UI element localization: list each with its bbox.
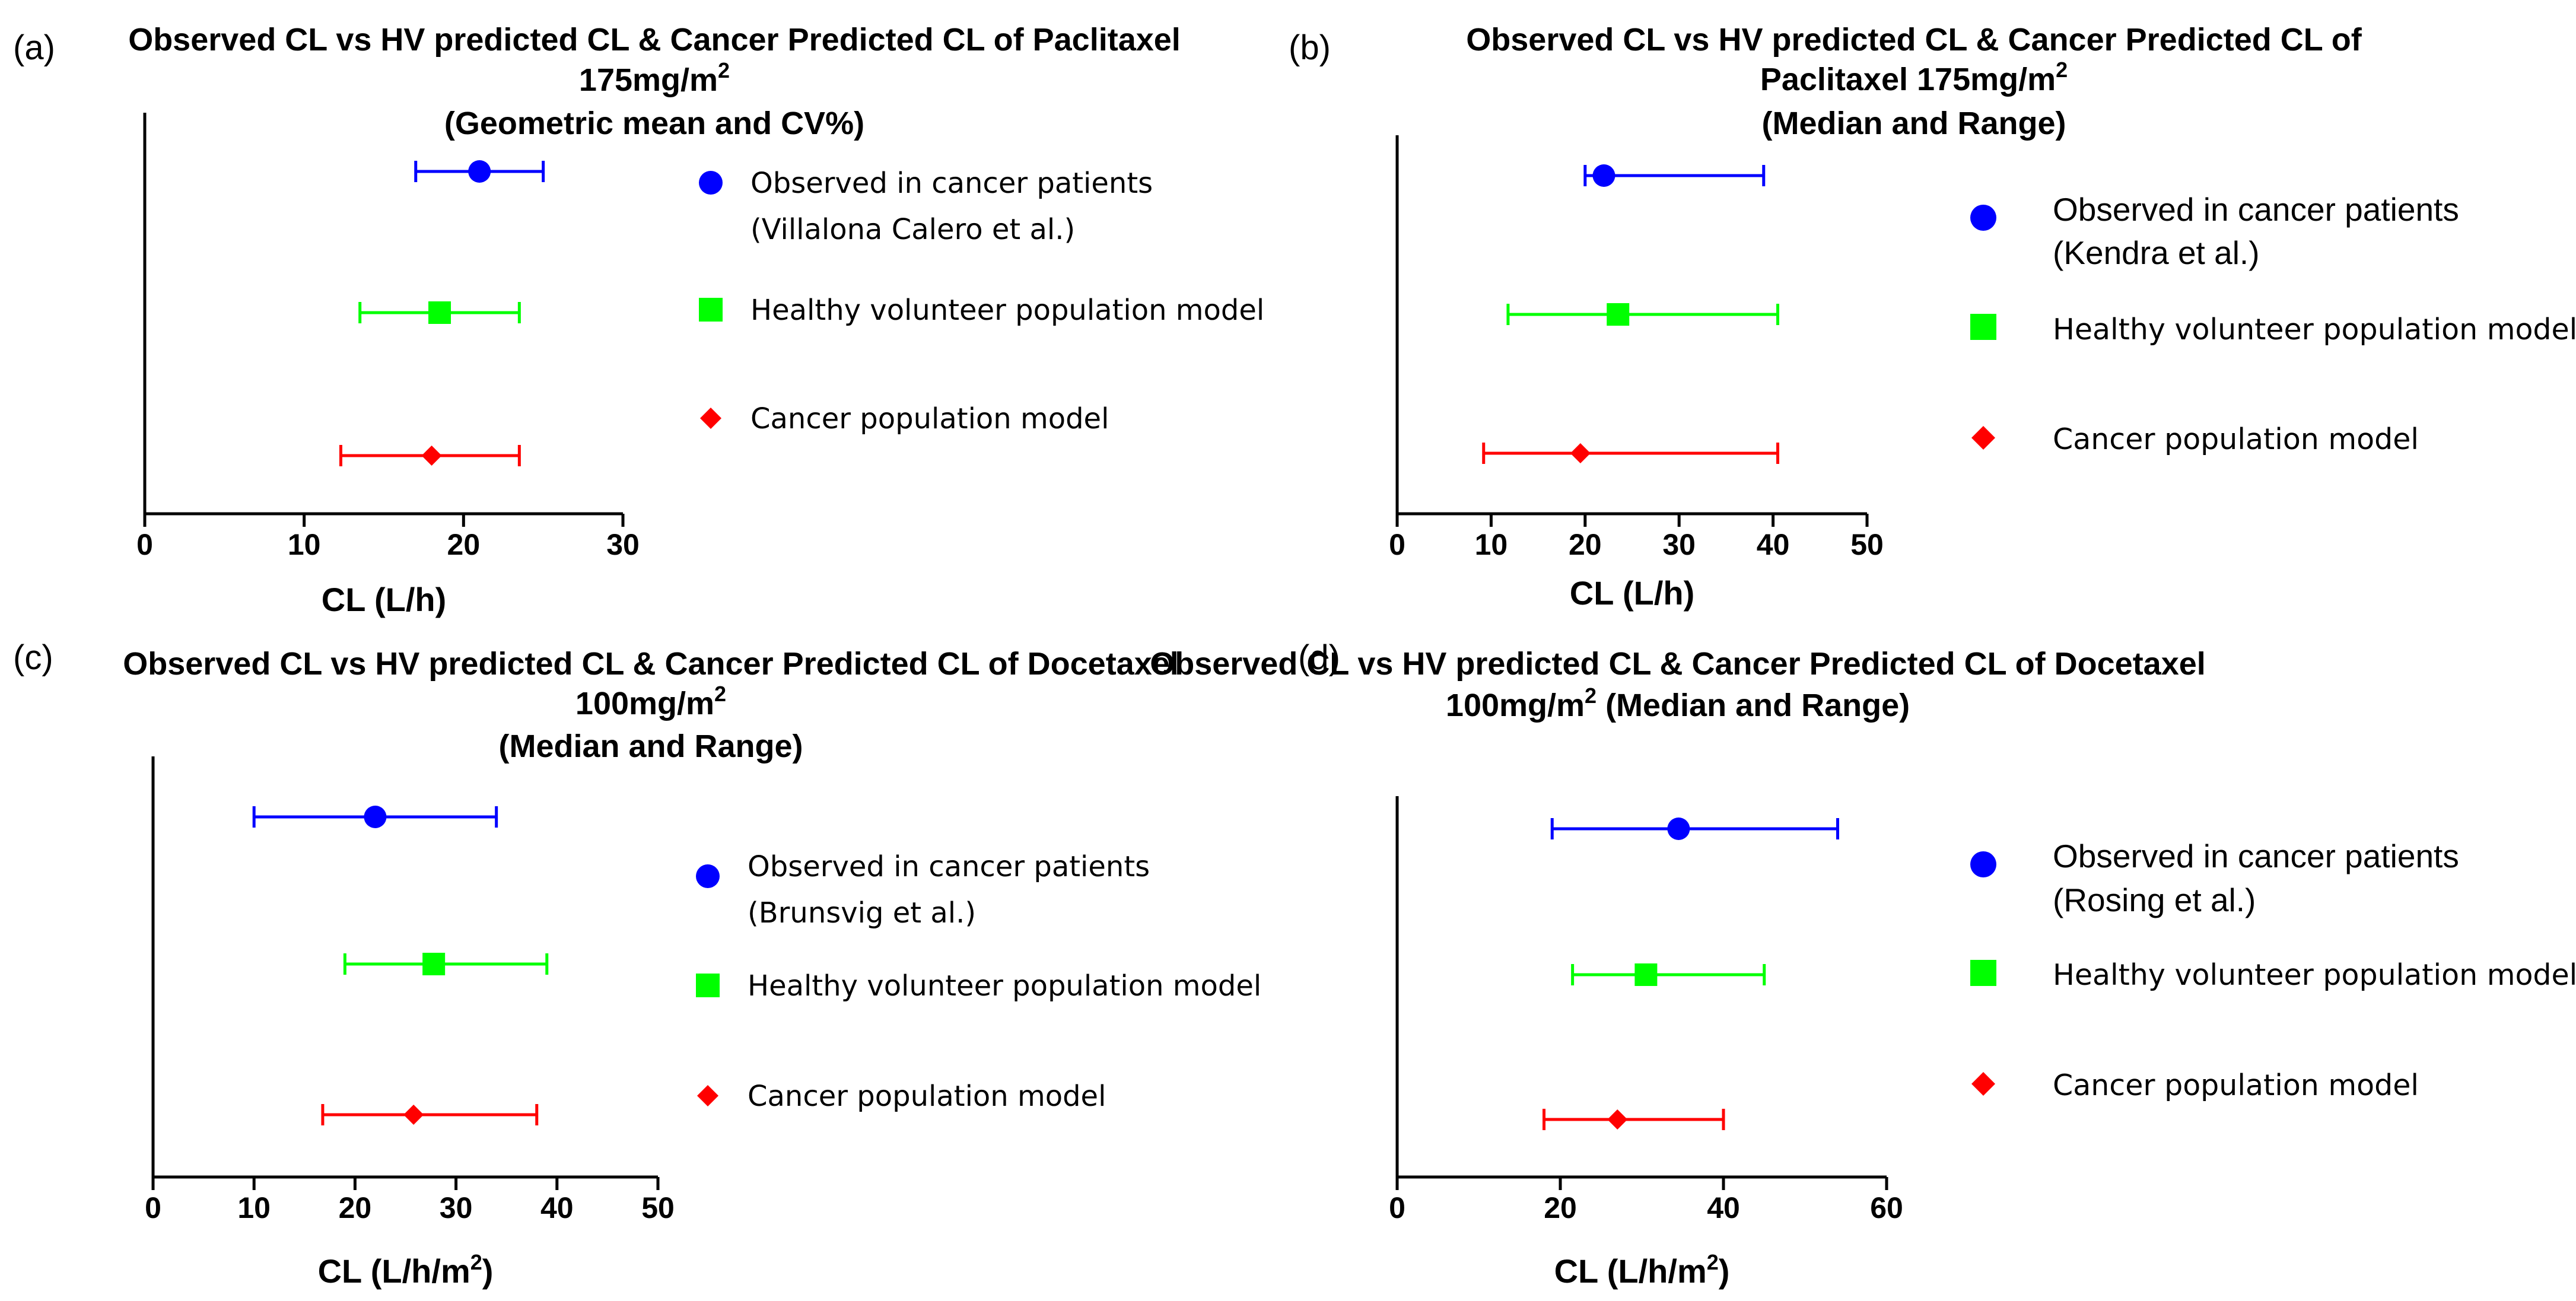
legend-label: Healthy volunteer population model — [748, 969, 1261, 1003]
x-tick-label: 10 — [1475, 528, 1508, 561]
x-tick-label: 50 — [1850, 528, 1884, 561]
data-point-circle — [1592, 164, 1615, 187]
x-tick-label: 30 — [606, 528, 640, 561]
legend-note: (Kendra et al.) — [2053, 234, 2260, 271]
data-point-square — [1634, 963, 1658, 986]
legend-label: Cancer population model — [750, 402, 1109, 435]
chart-title-line: Paclitaxel 175mg/m2 — [1760, 58, 2068, 97]
chart-title-line: (Median and Range) — [1761, 106, 2066, 141]
x-tick-label: 10 — [237, 1191, 271, 1224]
chart-title-line: 100mg/m2 (Median and Range) — [1446, 683, 1910, 723]
x-tick-label: 60 — [1870, 1191, 1903, 1224]
chart-panel-d: (d)Observed CL vs HV predicted CL & Canc… — [1150, 638, 2576, 1290]
data-point-diamond — [1607, 1109, 1628, 1130]
x-tick-label: 40 — [1757, 528, 1790, 561]
chart-title-line: Observed CL vs HV predicted CL & Cancer … — [128, 22, 1181, 58]
legend-marker-circle — [1970, 205, 1996, 231]
legend-note: (Brunsvig et al.) — [748, 896, 976, 930]
x-tick-label: 0 — [136, 528, 153, 561]
x-tick-label: 20 — [1544, 1191, 1577, 1224]
legend-note: (Villalona Calero et al.) — [750, 213, 1075, 246]
chart-title-line: 175mg/m2 — [579, 58, 730, 98]
legend-label: Healthy volunteer population model — [2053, 958, 2576, 992]
chart-title-line: (Median and Range) — [498, 729, 803, 764]
legend-label: Healthy volunteer population model — [2053, 313, 2576, 346]
data-point-circle — [1667, 818, 1690, 840]
panel-label: (b) — [1289, 28, 1331, 67]
x-axis-label: CL (L/h) — [1570, 574, 1694, 612]
legend-label: Cancer population model — [2053, 1068, 2419, 1102]
chart-title-line: Observed CL vs HV predicted CL & Cancer … — [123, 646, 1179, 682]
data-point-diamond — [403, 1105, 424, 1125]
x-tick-label: 0 — [1389, 1191, 1405, 1224]
legend-marker-square — [696, 974, 720, 997]
x-axis-label: CL (L/h/m2) — [318, 1250, 494, 1290]
legend-marker-circle — [699, 171, 723, 195]
legend-marker-square — [1970, 314, 1996, 340]
x-tick-label: 20 — [447, 528, 481, 561]
panel-label: (d) — [1298, 638, 1340, 677]
panel-label: (c) — [13, 638, 53, 677]
x-tick-label: 10 — [288, 528, 321, 561]
x-tick-label: 40 — [1707, 1191, 1740, 1224]
chart-title-line: (Geometric mean and CV%) — [444, 106, 864, 141]
panel-label: (a) — [13, 28, 55, 67]
data-point-diamond — [421, 446, 442, 466]
data-point-circle — [364, 806, 387, 828]
x-axis-label: CL (L/h) — [322, 581, 446, 618]
legend-marker-square — [1970, 960, 1996, 986]
chart-title-line: Observed CL vs HV predicted CL & Cancer … — [1466, 22, 2362, 58]
legend-label: Observed in cancer patients — [748, 850, 1150, 883]
data-point-diamond — [1570, 443, 1591, 463]
chart-title-line: Observed CL vs HV predicted CL & Cancer … — [1150, 646, 2206, 682]
legend-marker-diamond — [1971, 426, 1995, 450]
x-tick-label: 50 — [641, 1191, 675, 1224]
chart-title-line: 100mg/m2 — [575, 682, 726, 721]
legend-marker-diamond — [1971, 1072, 1995, 1096]
legend-marker-circle — [696, 864, 720, 888]
x-tick-label: 0 — [145, 1191, 161, 1224]
legend-label: Observed in cancer patients — [750, 167, 1153, 200]
legend-marker-circle — [1970, 851, 1996, 877]
x-tick-label: 20 — [339, 1191, 372, 1224]
legend-marker-diamond — [697, 1085, 718, 1106]
x-tick-label: 40 — [540, 1191, 574, 1224]
data-point-circle — [468, 160, 491, 183]
legend-marker-square — [699, 298, 723, 322]
x-tick-label: 30 — [440, 1191, 473, 1224]
legend-note: (Rosing et al.) — [2053, 882, 2256, 918]
legend-label: Cancer population model — [2053, 422, 2419, 456]
chart-panel-c: (c) Observed CL vs HV predicted CL & Canc… — [13, 638, 1261, 1290]
x-tick-label: 0 — [1389, 528, 1405, 561]
data-point-square — [1607, 303, 1630, 326]
legend-label: Healthy volunteer population model — [750, 294, 1264, 327]
x-tick-label: 20 — [1569, 528, 1602, 561]
legend-marker-diamond — [700, 408, 721, 429]
chart-panel-b: (b) Observed CL vs HV predicted CL & Canc… — [1289, 22, 2576, 612]
data-point-square — [422, 953, 446, 975]
legend-label: Observed in cancer patients — [2053, 191, 2459, 228]
x-axis-label: CL (L/h/m2) — [1554, 1250, 1730, 1290]
data-point-square — [428, 301, 451, 324]
x-tick-label: 30 — [1662, 528, 1696, 561]
legend-label: Observed in cancer patients — [2053, 838, 2459, 874]
legend-label: Cancer population model — [748, 1080, 1106, 1113]
chart-panel-a: (a) Observed CL vs HV predicted CL & Canc… — [13, 22, 1264, 618]
